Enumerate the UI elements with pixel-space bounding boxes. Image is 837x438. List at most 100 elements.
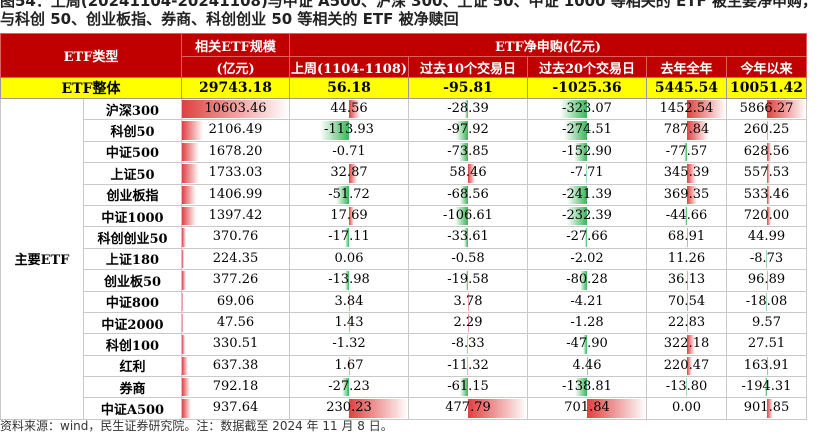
cell-20d: -27.66	[527, 226, 647, 249]
cell-value: 377.26	[212, 272, 259, 288]
data-bar	[574, 142, 587, 162]
cell-value: 1.43	[334, 314, 364, 330]
data-bar	[345, 271, 349, 290]
cell-ytd: 720.00	[726, 204, 807, 228]
cell-ytd: -8.73	[726, 247, 807, 271]
cell-value: 220.47	[663, 357, 710, 373]
cell-value: 47.56	[216, 314, 255, 330]
cell-20d: 4.46	[527, 354, 647, 378]
etf-name: 中证2000	[83, 311, 182, 335]
cell-scale: 377.26	[181, 269, 290, 292]
data-bar	[686, 100, 726, 119]
cell-value: -51.72	[328, 186, 370, 202]
cell-10d: -8.33	[408, 333, 528, 356]
cell-value: 10603.46	[204, 101, 267, 116]
data-bar	[458, 142, 468, 162]
cell-last-year: 68.91	[646, 226, 727, 249]
header-col-last-week: 上周(1104-1108)	[289, 56, 409, 78]
cell-value: -232.39	[562, 207, 612, 223]
cell-value: 557.53	[743, 165, 790, 181]
etf-name: 上证50	[83, 162, 182, 185]
cell-value: -323.07	[562, 101, 612, 116]
cell-last-week: -113.93	[289, 119, 409, 142]
data-bar	[182, 399, 192, 418]
cell-value: -7.71	[570, 165, 604, 181]
cell-ytd: 533.46	[726, 183, 807, 206]
cell-value: -8.33	[451, 336, 485, 352]
cell-scale: 2106.49	[181, 119, 290, 142]
cell-last-week: 44.56	[289, 97, 409, 121]
cell-value: 96.89	[747, 272, 786, 288]
cell-last-year: 345.39	[646, 162, 727, 185]
table-row: 创业板指 1406.99 -51.72 -68.56 -241.39 369.35 533.…	[1, 183, 807, 206]
cell-20d: -323.07	[527, 97, 647, 121]
header-scale-unit: (亿元)	[181, 56, 290, 78]
data-bar	[182, 100, 289, 119]
cell-last-year: 11.26	[646, 247, 727, 271]
header-etf-type: ETF类型	[0, 33, 182, 78]
total-row: ETF整体 29743.18 56.18 -95.81 -1025.36 544…	[0, 77, 807, 99]
cell-scale: 1406.99	[181, 183, 290, 206]
data-bar	[686, 121, 708, 140]
cell-value: -77.57	[665, 143, 708, 159]
cell-last-week: 32.87	[289, 162, 409, 185]
table-row: 科创创业50 370.76 -17.11 -33.61 -27.66 68.91 44.99	[1, 226, 807, 249]
etf-name: 中证A500	[83, 397, 182, 420]
data-bar	[182, 142, 199, 162]
cell-last-week: 1.43	[289, 311, 409, 335]
table-row: 主要ETF 沪深300 10603.46 44.56 -28.39 -323.07 1452…	[0, 97, 807, 420]
cell-scale: 1733.03	[181, 162, 290, 185]
cell-value: 3.84	[334, 293, 364, 309]
cell-10d: -0.58	[408, 247, 528, 271]
cell-last-week: 0.06	[289, 247, 409, 271]
header-scale: 相关ETF规模	[181, 33, 290, 57]
data-bar	[566, 185, 587, 204]
cell-value: -18.08	[745, 293, 788, 309]
etf-name: 科创100	[83, 333, 182, 356]
cell-value: -47.90	[566, 336, 608, 352]
table-row: 上证50 1733.03 32.87 58.46 -7.71 345.39 557.53	[1, 162, 807, 185]
data-bar	[349, 206, 354, 226]
cell-value: 70.54	[667, 293, 706, 309]
data-bar	[464, 100, 468, 119]
cell-value: -27.23	[328, 379, 370, 395]
etf-name: 中证1000	[83, 204, 182, 228]
table-row: 中证500 1678.20 -0.71 -73.85 -152.90 -77.57 628.…	[1, 140, 807, 164]
cell-value: 937.64	[212, 400, 259, 416]
cell-value: 44.99	[747, 229, 786, 245]
cell-value: 701.84	[564, 400, 610, 416]
cell-last-week: -27.23	[289, 376, 409, 399]
cell-value: 17.69	[330, 207, 368, 223]
cell-ytd: -194.31	[726, 376, 807, 399]
cell-ytd: 96.89	[726, 269, 807, 292]
data-bar	[686, 356, 693, 376]
data-bar	[335, 185, 349, 204]
table-row: 券商 792.18 -27.23 -61.15 -138.81 -13.80 -194.31	[1, 376, 807, 399]
data-bar	[454, 206, 468, 226]
cell-last-year: -77.57	[646, 140, 727, 164]
cell-20d: -232.39	[527, 204, 647, 228]
data-bar	[584, 228, 587, 247]
data-bar	[466, 335, 468, 354]
cell-value: 533.46	[743, 186, 790, 202]
cell-value: -113.93	[324, 122, 374, 138]
data-bar	[686, 164, 696, 183]
data-bar	[766, 100, 806, 119]
cell-value: 27.51	[747, 336, 786, 352]
data-bar	[342, 378, 349, 397]
cell-10d: 477.79	[408, 397, 528, 420]
total-20d: -1025.36	[527, 77, 647, 99]
cell-value: 2106.49	[208, 122, 263, 138]
header-net-subscription: ETF净申购(亿元)	[289, 33, 807, 57]
cell-value: -241.39	[562, 186, 612, 202]
cell-last-week: -51.72	[289, 183, 409, 206]
data-bar	[182, 228, 186, 247]
data-bar	[766, 399, 773, 418]
data-bar	[344, 228, 349, 247]
cell-value: 1733.03	[208, 165, 263, 181]
etf-name: 创业板50	[83, 269, 182, 292]
data-bar	[182, 206, 197, 226]
data-bar	[686, 313, 688, 333]
cell-value: 163.91	[743, 357, 790, 373]
cell-value: -28.39	[447, 101, 489, 116]
